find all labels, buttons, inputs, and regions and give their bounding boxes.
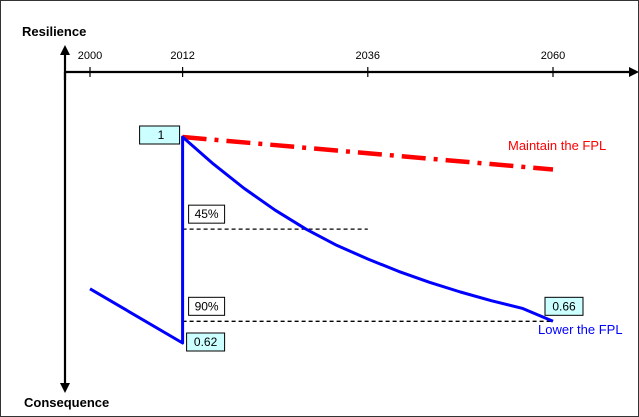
annotation-box: 0.66 [544, 296, 584, 316]
x-tick-label: 2036 [356, 50, 380, 62]
series-label-maintain: Maintain the FPL [508, 138, 606, 153]
series-labels: Maintain the FPL Lower the FPL [508, 138, 623, 337]
x-tick-label: 2060 [541, 50, 565, 62]
annotation-label: 1 [158, 128, 165, 142]
x-tick-label: 2000 [78, 50, 102, 62]
annotation-label: 0.62 [194, 335, 218, 349]
y-axis-bottom-label: Consequence [24, 395, 109, 410]
annotation-label: 0.66 [552, 299, 576, 313]
annotation-box: 1 [139, 125, 181, 145]
x-ticks: 2000 2012 2036 2060 [78, 50, 565, 77]
axes [60, 45, 639, 393]
series-line [182, 134, 554, 172]
annotation-label: 90% [195, 299, 219, 313]
x-tick-label: 2012 [170, 50, 194, 62]
reference-lines [182, 228, 553, 322]
annotation-box: 0.62 [186, 332, 226, 352]
y-axis-title: Resilience [22, 24, 86, 39]
annotation-box: 45% [188, 204, 226, 224]
series-line [89, 135, 554, 345]
annotation-label: 45% [195, 207, 219, 221]
annotation-box: 90% [188, 296, 226, 316]
series-label-lower: Lower the FPL [538, 322, 623, 337]
annotation-boxes: 1 0.62 0.66 45% 90% [139, 125, 584, 352]
series-layer [89, 134, 554, 345]
